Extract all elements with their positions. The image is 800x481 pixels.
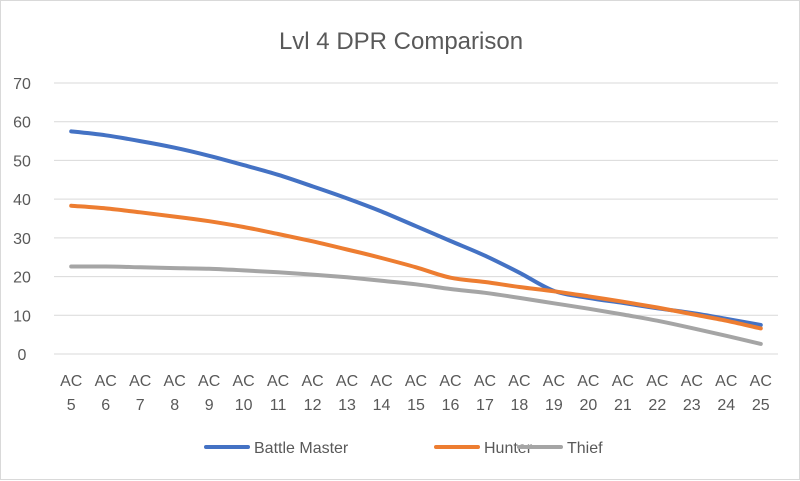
- y-tick-label: 20: [13, 270, 31, 287]
- x-tick-label: AC 15: [405, 373, 427, 414]
- legend-label-thief: Thief: [567, 440, 603, 457]
- x-tick-label: AC 18: [508, 373, 530, 414]
- x-tick-label: AC 23: [681, 373, 703, 414]
- x-tick-label: AC 7: [129, 373, 151, 414]
- x-axis-ticks: AC 5 AC 6 AC 7 AC 8 AC 9 AC 10 AC 11 AC 12 AC 13 AC 14 AC 15 A…: [60, 373, 772, 414]
- x-tick-label: AC 25: [750, 373, 772, 414]
- y-tick-label: 70: [13, 76, 31, 93]
- x-tick-label: AC 20: [577, 373, 599, 414]
- x-tick-label: AC 8: [164, 373, 186, 414]
- series-lines: [69, 129, 763, 346]
- x-tick-label: AC 5: [60, 373, 82, 414]
- x-tick-label: AC 13: [336, 373, 358, 414]
- x-tick-label: AC 6: [95, 373, 117, 414]
- x-tick-label: AC 10: [233, 373, 255, 414]
- x-tick-label: AC 11: [267, 373, 289, 414]
- y-tick-label: 50: [13, 153, 31, 170]
- chart-title: Lvl 4 DPR Comparison: [279, 28, 523, 55]
- x-tick-label: AC 19: [543, 373, 565, 414]
- y-axis-ticks: 0 10 20 30 40 50 60 70: [13, 76, 31, 364]
- legend: Battle Master Hunter Thief: [204, 440, 603, 457]
- x-tick-label: AC 21: [612, 373, 634, 414]
- gridlines: [54, 82, 778, 355]
- x-tick-label: AC 12: [301, 373, 323, 414]
- y-tick-label: 40: [13, 192, 31, 209]
- legend-label-battle-master: Battle Master: [254, 440, 349, 457]
- legend-label-hunter: Hunter: [484, 440, 533, 457]
- x-tick-label: AC 24: [715, 373, 737, 414]
- y-tick-label: 10: [13, 308, 31, 325]
- series-line-thief: [69, 264, 763, 346]
- y-tick-label: 0: [18, 347, 27, 364]
- y-tick-label: 60: [13, 115, 31, 132]
- x-tick-label: AC 14: [370, 373, 392, 414]
- x-tick-label: AC 16: [439, 373, 461, 414]
- y-tick-label: 30: [13, 231, 31, 248]
- x-tick-label: AC 17: [474, 373, 496, 414]
- x-tick-label: AC 22: [646, 373, 668, 414]
- series-line-hunter: [69, 203, 763, 331]
- x-tick-label: AC 9: [198, 373, 220, 414]
